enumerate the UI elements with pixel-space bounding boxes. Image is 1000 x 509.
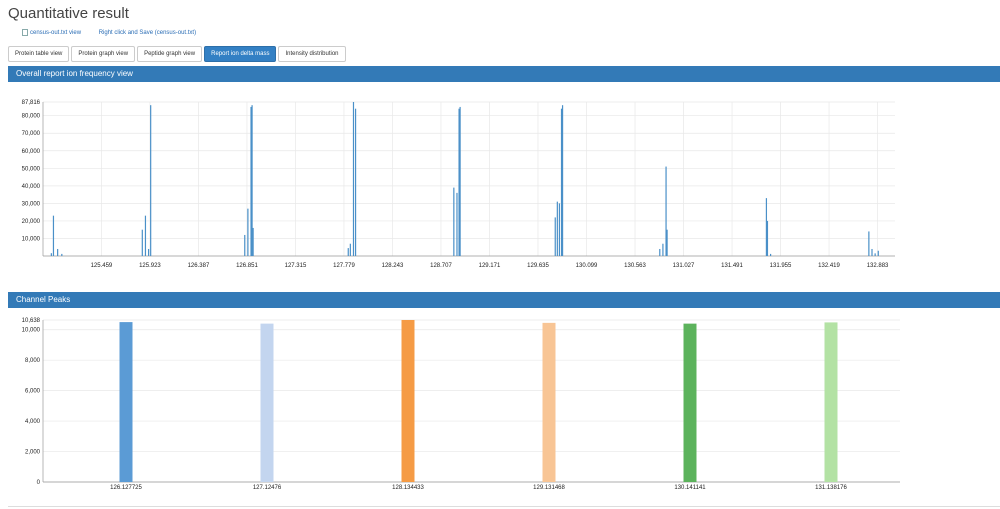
frequency-bar <box>57 248 59 256</box>
y-tick-label: 20,000 <box>22 219 41 225</box>
y-tick-label: 50,000 <box>22 166 41 172</box>
y-tick-label: 6,000 <box>25 389 41 395</box>
frequency-bar <box>61 253 63 256</box>
frequency-bar <box>250 106 252 256</box>
x-tick-label: 125.923 <box>139 263 161 269</box>
frequency-bar <box>147 248 150 256</box>
y-tick-label: 0 <box>37 480 41 486</box>
x-tick-label: 130.141141 <box>674 485 706 491</box>
x-tick-label: 132.419 <box>818 263 840 269</box>
x-tick-label: 131.138176 <box>815 485 847 491</box>
frequency-bar <box>874 253 876 256</box>
y-tick-label: 10,000 <box>22 236 41 242</box>
x-tick-label: 127.315 <box>285 263 307 269</box>
frequency-bar <box>765 198 768 256</box>
census-view-link[interactable]: census-out.txt view <box>30 30 82 37</box>
frequency-bar <box>150 105 152 256</box>
channel-bar <box>683 323 697 482</box>
frequency-bar <box>556 201 558 256</box>
frequency-bar <box>877 250 879 256</box>
tab-intensity-distribution[interactable]: Intensity distribution <box>278 46 346 62</box>
x-tick-label: 127.12476 <box>253 485 282 491</box>
tab-report-ion-delta-mass[interactable]: Report ion delta mass <box>204 46 277 62</box>
y-tick-label: 2,000 <box>25 450 41 456</box>
frequency-bar <box>50 253 52 256</box>
frequency-bar <box>247 208 249 256</box>
x-tick-label: 130.563 <box>624 263 646 269</box>
channel-bar <box>824 322 838 482</box>
frequency-bar <box>244 234 246 256</box>
x-tick-label: 129.635 <box>527 263 549 269</box>
y-tick-label: 80,000 <box>22 114 41 120</box>
frequency-bar <box>766 220 769 256</box>
channel-bar <box>401 320 415 482</box>
page-title: Quantitative result <box>8 5 129 22</box>
tab-peptide-graph[interactable]: Peptide graph view <box>137 46 203 62</box>
frequency-bar <box>456 192 458 256</box>
channel-peaks-chart: 10,638 10,000 8,000 6,000 4,000 2,000 0 126.127… <box>22 318 900 491</box>
channel-bar <box>542 322 556 482</box>
y-tick-label: 8,000 <box>25 358 41 364</box>
census-save-link[interactable]: Right click and Save (census-out.txt) <box>98 30 197 37</box>
x-tick-label: 130.099 <box>576 263 598 269</box>
frequency-bar <box>252 227 254 256</box>
file-icon <box>22 29 28 36</box>
frequency-bar <box>561 105 564 256</box>
frequency-bar <box>347 248 349 256</box>
tab-protein-graph[interactable]: Protein graph view <box>71 46 136 62</box>
frequency-chart: 87,816 80,000 70,000 60,000 50,000 40,000 30,0… <box>22 100 895 269</box>
y-tick-label: 4,000 <box>25 419 41 425</box>
frequency-bar <box>144 215 147 256</box>
x-tick-label: 126.851 <box>236 263 258 269</box>
view-tabs: Protein table view Protein graph view Pe… <box>8 46 346 62</box>
frequency-bar <box>453 187 455 256</box>
y-tick-label: 60,000 <box>22 149 41 155</box>
x-tick-label: 125.459 <box>91 263 113 269</box>
frequency-bar <box>560 108 563 257</box>
x-tick-label: 126.127725 <box>110 485 142 491</box>
frequency-bar <box>659 248 661 256</box>
x-tick-label: 127.779 <box>333 263 355 269</box>
y-tick-label: 70,000 <box>22 131 41 137</box>
frequency-bar <box>769 253 772 256</box>
x-tick-label: 129.131468 <box>533 485 565 491</box>
y-tick-label: 40,000 <box>22 184 41 190</box>
frequency-bar <box>871 248 873 256</box>
y-tick-label: 30,000 <box>22 201 41 207</box>
export-links: census-out.txt view Right click and Save… <box>22 29 212 36</box>
channel-bar <box>119 322 133 482</box>
frequency-bar <box>352 102 355 256</box>
frequency-bar <box>52 215 55 256</box>
frequency-bar <box>662 243 664 256</box>
x-tick-label: 131.955 <box>770 263 792 269</box>
x-tick-label: 132.883 <box>867 263 889 269</box>
frequency-bar <box>349 243 351 256</box>
y-tick-label: 10,638 <box>22 318 41 324</box>
tab-protein-table[interactable]: Protein table view <box>8 46 70 62</box>
frequency-bar <box>558 203 561 256</box>
frequency-bar <box>458 108 460 257</box>
x-tick-label: 131.491 <box>721 263 743 269</box>
frequency-bar <box>665 166 667 256</box>
x-tick-label: 126.387 <box>188 263 210 269</box>
frequency-bar <box>354 108 357 257</box>
frequency-bar <box>554 217 556 256</box>
frequency-bar <box>868 231 870 256</box>
channel-peaks-header: Channel Peaks <box>8 292 1000 308</box>
x-tick-label: 128.134433 <box>392 485 424 491</box>
frequency-bar <box>666 229 668 256</box>
x-tick-label: 129.171 <box>479 263 501 269</box>
y-tick-label: 10,000 <box>22 328 41 334</box>
y-tick-label: 87,816 <box>22 100 41 106</box>
x-tick-label: 128.707 <box>430 263 452 269</box>
frequency-bar <box>251 105 253 256</box>
frequency-bar <box>141 229 143 256</box>
divider <box>8 506 1000 507</box>
x-tick-label: 131.027 <box>673 263 695 269</box>
channel-bar <box>260 323 274 482</box>
frequency-panel-header: Overall report ion frequency view <box>8 66 1000 82</box>
x-tick-label: 128.243 <box>382 263 404 269</box>
frequency-bar <box>459 106 461 256</box>
